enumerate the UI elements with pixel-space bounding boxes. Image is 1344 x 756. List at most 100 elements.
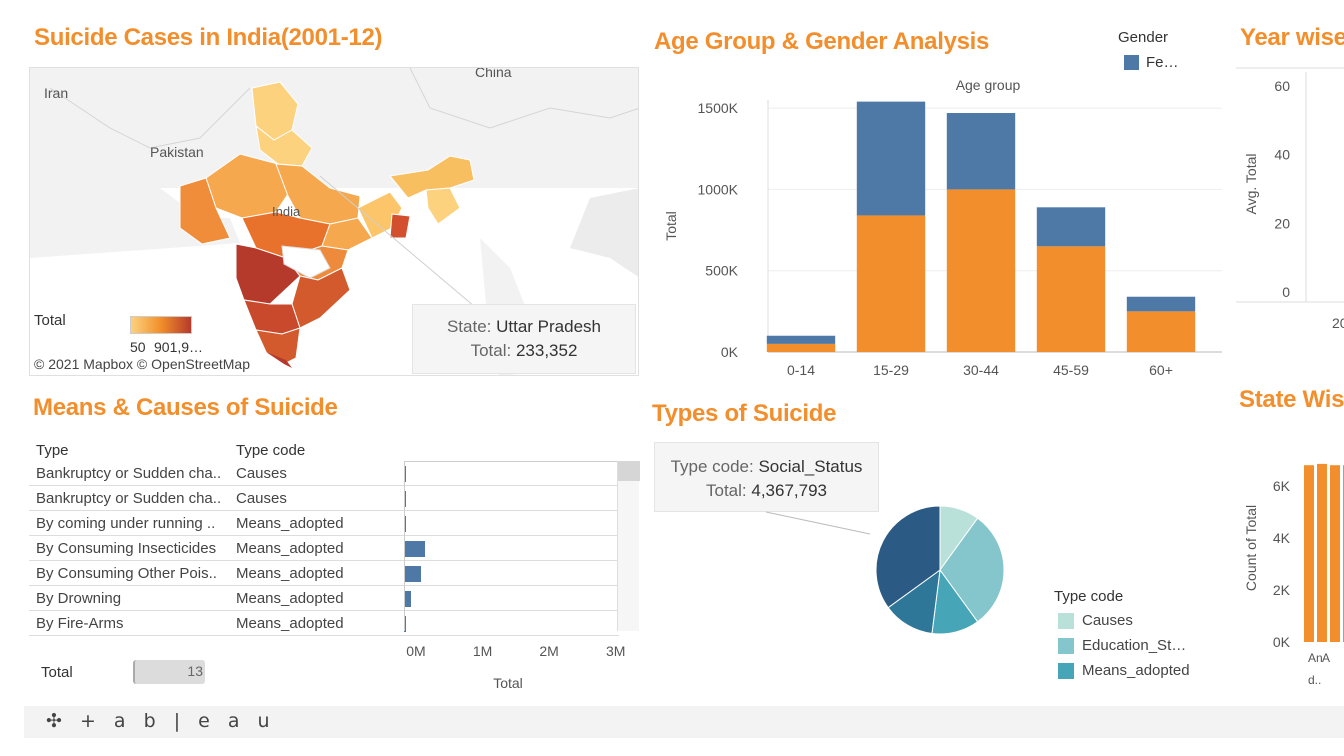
- types-pie[interactable]: [740, 490, 1040, 650]
- table-cell-type: By Drowning: [36, 590, 122, 607]
- state-x-tick-label: A: [1322, 651, 1330, 665]
- footer-bar: ✣ + a b | e a u: [24, 706, 1344, 738]
- map-tooltip: State: Uttar Pradesh Total: 233,352: [412, 304, 636, 374]
- age-x-tick-label: 45-59: [1053, 362, 1089, 378]
- table-cell-code: Means_adopted: [236, 515, 344, 532]
- state-y-tick-label: 0K: [1273, 634, 1291, 650]
- table-cell-type: By coming under running ..: [36, 515, 216, 532]
- means-axis: 0M 1M 2M 3M Total: [406, 643, 625, 691]
- types-tooltip-total-value: 4,367,793: [751, 481, 827, 500]
- table-bar-axis-line: [404, 461, 405, 631]
- table-bar[interactable]: [404, 541, 426, 557]
- age-legend-item[interactable]: Fe…: [1146, 54, 1179, 71]
- age-bar-segment-female[interactable]: [1036, 207, 1106, 247]
- table-row[interactable]: By Consuming Other Pois.. Means_adopted: [29, 561, 619, 586]
- types-legend-swatch: [1058, 638, 1074, 654]
- means-axis-tick-label: 2M: [539, 643, 558, 659]
- state-bar[interactable]: [1304, 465, 1314, 642]
- table-row[interactable]: Bankruptcy or Sudden cha.. Causes: [29, 461, 619, 486]
- map-tooltip-total-label: Total:: [470, 341, 512, 360]
- table-bar[interactable]: [404, 591, 411, 607]
- age-bar-segment-female[interactable]: [946, 113, 1016, 190]
- table-cell-code: Means_adopted: [236, 615, 344, 632]
- means-filter-value: 13: [187, 663, 203, 679]
- table-cell-type: Bankruptcy or Sudden cha..: [36, 465, 222, 482]
- table-top-border: [404, 461, 619, 462]
- age-bar-segment-a[interactable]: [766, 343, 836, 352]
- table-row[interactable]: By Consuming Insecticides Means_adopted: [29, 536, 619, 561]
- tableau-logo[interactable]: ✣ + a b | e a u: [46, 710, 276, 732]
- map-credits: © 2021 Mapbox © OpenStreetMap: [34, 356, 250, 372]
- state-bar[interactable]: [1317, 463, 1327, 642]
- table-row[interactable]: Bankruptcy or Sudden cha.. Causes: [29, 486, 619, 511]
- age-x-tick-label: 15-29: [873, 362, 909, 378]
- table-bar[interactable]: [404, 491, 406, 507]
- means-scrollbar[interactable]: [617, 461, 640, 631]
- age-bar-segment-female[interactable]: [766, 335, 836, 344]
- age-bar-segment-female[interactable]: [856, 101, 926, 216]
- table-row[interactable]: By Fire-Arms Means_adopted: [29, 611, 619, 636]
- means-axis-tick-label: 0M: [406, 643, 425, 659]
- age-y-tick-label: 1000K: [698, 181, 739, 197]
- map-legend-min: 50: [130, 339, 146, 355]
- table-cell-type: By Fire-Arms: [36, 615, 124, 632]
- age-chart[interactable]: Age group Total 0K 500K 1000K 1500K 0-14 15-29 3…: [650, 70, 1230, 390]
- table-bar[interactable]: [404, 516, 406, 532]
- table-row[interactable]: By coming under running .. Means_adopted: [29, 511, 619, 536]
- map-view[interactable]: Iran Pakistan China India Total 50 901,9…: [29, 67, 639, 376]
- types-legend-swatch: [1058, 613, 1074, 629]
- map-tooltip-total-value: 233,352: [515, 341, 578, 360]
- age-bar-segment-female[interactable]: [1126, 296, 1196, 312]
- table-cell-code: Causes: [236, 490, 287, 507]
- table-cell-code: Means_adopted: [236, 590, 344, 607]
- table-bar[interactable]: [404, 566, 422, 582]
- year-y-tick-label: 20: [1274, 215, 1290, 231]
- means-axis-tick-label: 1M: [473, 643, 492, 659]
- year-chart[interactable]: 0 20 40 60 Avg. Total 20: [1236, 66, 1344, 336]
- state-x-tick-label: d..: [1308, 673, 1321, 687]
- state-y-tick-label: 6K: [1273, 478, 1291, 494]
- types-tooltip: Type code: Social_Status Total: 4,367,79…: [654, 442, 879, 512]
- year-y-tick-label: 60: [1274, 78, 1290, 94]
- map-label-china: China: [475, 68, 512, 80]
- year-y-tick-label: 0: [1282, 284, 1290, 300]
- age-y-axis-title: Total: [663, 211, 679, 241]
- state-chart[interactable]: 0K 2K 4K 6K Count of Total An d..A: [1236, 440, 1344, 700]
- types-title: Types of Suicide: [652, 400, 837, 427]
- types-legend-title: Type code: [1054, 588, 1124, 605]
- table-bar[interactable]: [404, 616, 406, 632]
- means-title: Means & Causes of Suicide: [33, 394, 338, 421]
- india-states[interactable]: [179, 81, 475, 368]
- map-legend-title: Total: [34, 312, 66, 329]
- pie-slice[interactable]: [939, 517, 1005, 623]
- table-cell-code: Means_adopted: [236, 565, 344, 582]
- means-rows: Bankruptcy or Sudden cha.. Causes Bankrupt…: [29, 461, 619, 636]
- state-bar[interactable]: [1330, 465, 1340, 642]
- means-scrollbar-thumb[interactable]: [618, 461, 640, 481]
- age-x-tick-label: 60+: [1149, 362, 1173, 378]
- age-bar-segment-a[interactable]: [1036, 246, 1106, 352]
- age-y-tick-label: 1500K: [698, 100, 739, 116]
- age-x-tick-label: 30-44: [963, 362, 999, 378]
- table-row[interactable]: By Drowning Means_adopted: [29, 586, 619, 611]
- means-table[interactable]: Type Type code Bankruptcy or Sudden cha.…: [29, 440, 640, 640]
- age-y-tick-label: 500K: [705, 263, 738, 279]
- means-col-code[interactable]: Type code: [236, 442, 306, 459]
- year-x-tick-label: 20: [1332, 315, 1344, 331]
- map-label-pakistan: Pakistan: [150, 144, 204, 160]
- map-tooltip-state-label: State:: [446, 317, 492, 336]
- age-bar-segment-a[interactable]: [946, 189, 1016, 352]
- table-bar[interactable]: [404, 466, 406, 482]
- types-legend-label: Means_adopted: [1082, 662, 1190, 679]
- age-bar-segment-a[interactable]: [1126, 311, 1196, 352]
- map-legend-gradient: [130, 316, 192, 334]
- pie-slice[interactable]: [875, 505, 941, 609]
- types-tooltip-code-label: Type code:: [670, 457, 754, 476]
- means-col-type[interactable]: Type: [36, 442, 69, 459]
- table-cell-code: Causes: [236, 465, 287, 482]
- means-filter-slider[interactable]: 13: [133, 660, 205, 684]
- year-y-axis-title: Avg. Total: [1243, 154, 1259, 215]
- age-x-axis-title: Age group: [956, 77, 1021, 93]
- types-legend-swatch: [1058, 663, 1074, 679]
- age-bar-segment-a[interactable]: [856, 215, 926, 352]
